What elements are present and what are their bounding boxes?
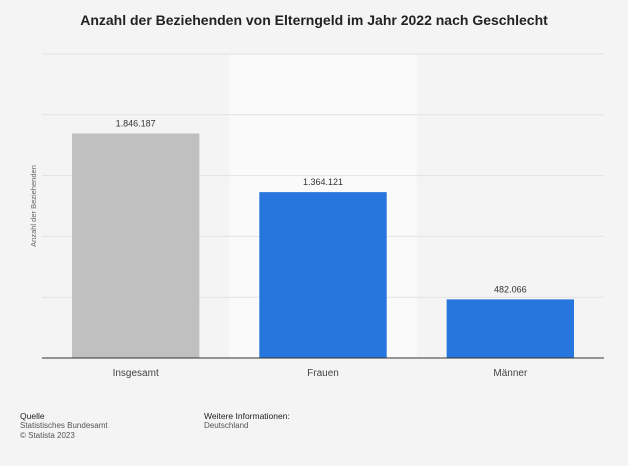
x-tick-label: Insgesamt	[113, 368, 159, 379]
info-line: Deutschland	[204, 421, 249, 430]
data-label: 1.846.187	[116, 119, 156, 129]
bar-frauen	[259, 192, 387, 358]
info-block: Weitere Informationen: Deutschland	[204, 411, 290, 431]
bar-insgesamt	[71, 133, 200, 358]
source-heading: Quelle	[20, 411, 45, 421]
data-label: 1.364.121	[303, 177, 343, 187]
source-block: Quelle Statistisches Bundesamt © Statist…	[20, 411, 108, 441]
y-axis-title: Anzahl der Beziehenden	[29, 165, 38, 247]
bar-männer	[446, 299, 575, 358]
x-tick-label: Frauen	[307, 368, 339, 379]
info-heading: Weitere Informationen:	[204, 411, 290, 421]
chart-title: Anzahl der Beziehenden von Elterngeld im…	[80, 12, 548, 28]
x-tick-label: Männer	[493, 368, 528, 379]
copyright-line: © Statista 2023	[20, 431, 75, 440]
data-label: 482.066	[494, 284, 527, 294]
source-line: Statistisches Bundesamt	[20, 421, 108, 430]
